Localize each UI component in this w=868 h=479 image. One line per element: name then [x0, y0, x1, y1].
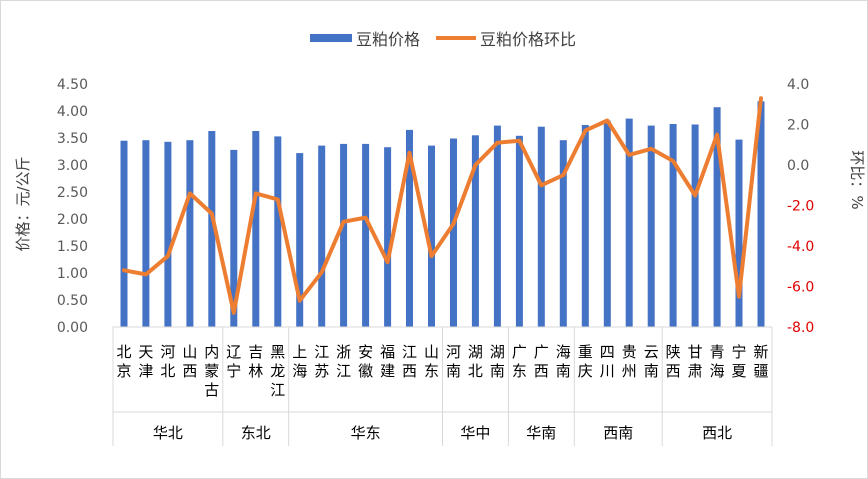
bar: [647, 125, 655, 327]
bar: [471, 135, 479, 327]
category-label: 新疆: [753, 343, 768, 380]
category-label: 四川: [600, 343, 615, 380]
category-label: 黑龙江: [270, 343, 285, 399]
bar: [735, 139, 743, 327]
bar: [603, 120, 611, 327]
category-label: 山西: [182, 343, 197, 380]
bar: [450, 138, 457, 327]
bar: [186, 140, 194, 327]
category-label: 山东: [424, 343, 439, 380]
bar: [274, 136, 282, 327]
bar: [362, 143, 370, 327]
region-label: 东北: [241, 424, 271, 442]
category-label: 云南: [644, 343, 659, 380]
left-tick-label: 0.00: [57, 320, 88, 336]
left-tick-label: 2.50: [57, 185, 88, 201]
left-tick-label: 2.00: [57, 212, 88, 228]
category-label: 天津: [138, 343, 153, 380]
right-tick-label: -2.0: [787, 199, 814, 215]
bar: [559, 140, 567, 327]
category-label: 广东: [512, 343, 527, 380]
category-label: 青海: [710, 343, 725, 380]
right-tick-label: 0.0: [787, 158, 809, 174]
bar-series: [120, 101, 765, 327]
category-label: 安徽: [358, 343, 373, 380]
bar: [142, 140, 150, 327]
tick-group: 0.00 0.50 1.00 1.50 2.00 2.50 3.00 3.50 4.00 4.50…: [57, 77, 815, 336]
category-label: 陕西: [666, 343, 681, 380]
bar: [340, 143, 348, 327]
category-label: 浙江: [336, 343, 351, 380]
bar: [537, 126, 545, 327]
category-label: 上海: [292, 343, 307, 380]
left-tick-label: 3.50: [57, 131, 88, 147]
bar: [230, 149, 238, 327]
legend-bar-swatch: [310, 34, 352, 42]
left-tick-label: 3.00: [57, 158, 88, 174]
series-line: [122, 96, 763, 315]
left-tick-label: 4.50: [57, 77, 88, 93]
legend-line-label: 豆粕价格环比: [480, 30, 576, 49]
category-label: 内蒙古: [204, 343, 219, 399]
bar: [691, 124, 699, 327]
category-label: 江苏: [314, 343, 329, 380]
category-label: 吉林: [248, 343, 263, 380]
bar: [296, 153, 304, 327]
region-label: 华北: [153, 424, 183, 442]
region-label: 华中: [460, 424, 490, 442]
bar: [669, 124, 677, 327]
category-label: 甘肃: [688, 343, 703, 380]
left-axis-title: 价格：元/公斤: [14, 156, 32, 251]
category-label: 河南: [446, 343, 461, 380]
category-label: 海南: [556, 343, 571, 380]
bar: [384, 147, 392, 327]
category-label: 福建: [380, 343, 395, 380]
category-label: 湖北: [468, 343, 483, 380]
right-tick-label: -8.0: [787, 320, 814, 336]
region-label: 西南: [603, 424, 633, 442]
right-tick-label: 2.0: [787, 118, 809, 134]
bar: [493, 125, 501, 327]
category-label: 河北: [160, 343, 175, 380]
bar: [515, 135, 523, 327]
line-series: [122, 96, 763, 315]
category-label: 重庆: [578, 343, 593, 380]
category-label: 辽宁: [226, 343, 241, 380]
right-axis-title: 环比：%: [848, 150, 866, 209]
left-tick-label: 1.50: [57, 239, 88, 255]
region-label: 华南: [526, 424, 556, 442]
bar: [208, 131, 216, 327]
bar: [318, 145, 326, 327]
bar: [625, 118, 633, 327]
bar: [252, 131, 260, 327]
region-label: 华东: [351, 424, 381, 442]
right-tick-label: 4.0: [787, 77, 809, 93]
right-tick-label: -6.0: [787, 280, 814, 296]
bar: [713, 107, 721, 327]
category-label: 广西: [534, 343, 549, 380]
bar: [757, 101, 765, 327]
category-label: 江西: [402, 343, 417, 380]
left-tick-label: 1.00: [57, 266, 88, 282]
legend: 豆粕价格 豆粕价格环比: [310, 30, 576, 49]
left-tick-label: 0.50: [57, 293, 88, 309]
bar: [428, 145, 435, 327]
category-label: 湖南: [490, 343, 505, 380]
category-label: 贵州: [622, 343, 637, 380]
category-axis: 北京天津河北山西内蒙古辽宁吉林黑龙江上海江苏浙江安徽福建江西山东河南湖北湖南广东…: [112, 326, 773, 446]
bar: [120, 140, 128, 327]
left-tick-label: 4.00: [57, 104, 88, 120]
category-label: 北京: [116, 343, 131, 380]
region-label: 西北: [702, 424, 732, 442]
bar: [406, 129, 413, 327]
category-label: 宁夏: [731, 343, 746, 380]
right-tick-label: -4.0: [787, 239, 814, 255]
legend-bar-label: 豆粕价格: [356, 30, 420, 49]
bar: [581, 125, 589, 327]
bar: [164, 141, 172, 327]
